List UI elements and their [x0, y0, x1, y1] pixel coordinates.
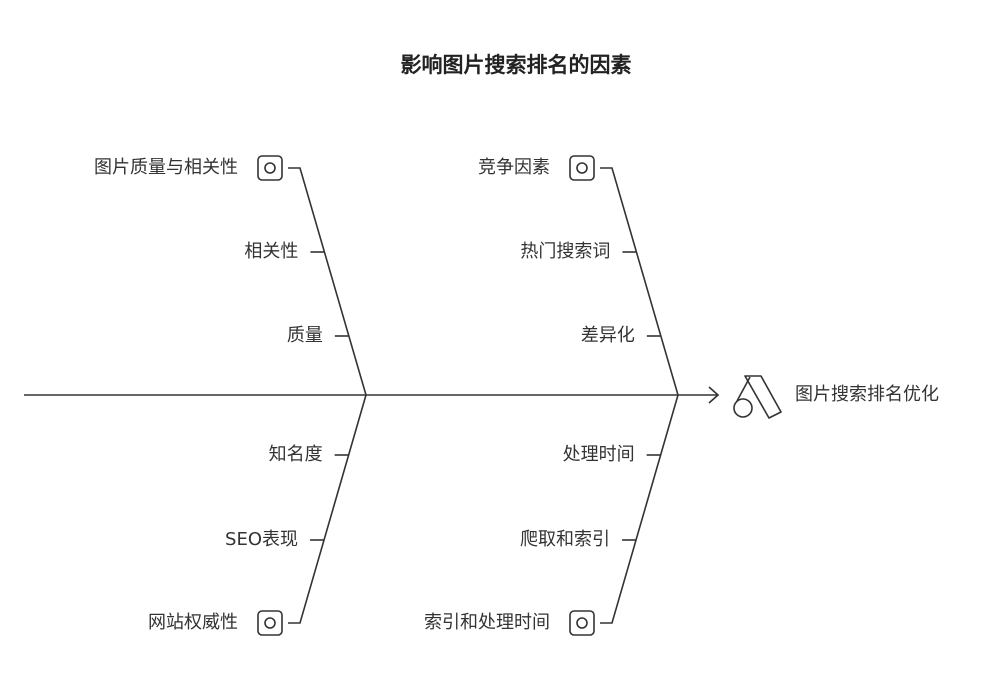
branch-label: 索引和处理时间 — [424, 612, 550, 633]
item-label: 差异化 — [581, 325, 635, 346]
branch-label: 图片质量与相关性 — [94, 157, 238, 178]
branch-line — [288, 394, 367, 624]
icon-shape — [264, 617, 276, 629]
item-label: 热门搜索词 — [520, 241, 610, 262]
head-label: 图片搜索排名优化 — [795, 384, 939, 405]
icon-shape — [257, 155, 283, 181]
icon-shape — [257, 610, 283, 636]
head-icon — [733, 375, 782, 419]
branch-icon — [569, 610, 595, 636]
branch-icon — [257, 155, 283, 181]
icon-shape — [576, 162, 588, 174]
icon-shape — [576, 617, 588, 629]
icon-shape — [264, 162, 276, 174]
branch-label: 网站权威性 — [148, 612, 238, 633]
item-label: SEO表现 — [225, 529, 298, 550]
item-label: 爬取和索引 — [520, 529, 610, 550]
branch-line — [600, 394, 679, 624]
item-label: 处理时间 — [563, 444, 635, 465]
branch-line — [600, 167, 679, 396]
item-label: 相关性 — [244, 241, 298, 262]
branch-line — [288, 167, 367, 396]
icon-shape — [569, 155, 595, 181]
icon-shape — [569, 610, 595, 636]
item-label: 质量 — [287, 325, 323, 346]
spine-arrow — [708, 386, 720, 404]
branch-icon — [257, 610, 283, 636]
branch-icon — [569, 155, 595, 181]
diagram-title: 影响图片搜索排名的因素 — [401, 53, 632, 77]
item-label: 知名度 — [269, 444, 323, 465]
branch-label: 竞争因素 — [478, 157, 550, 178]
